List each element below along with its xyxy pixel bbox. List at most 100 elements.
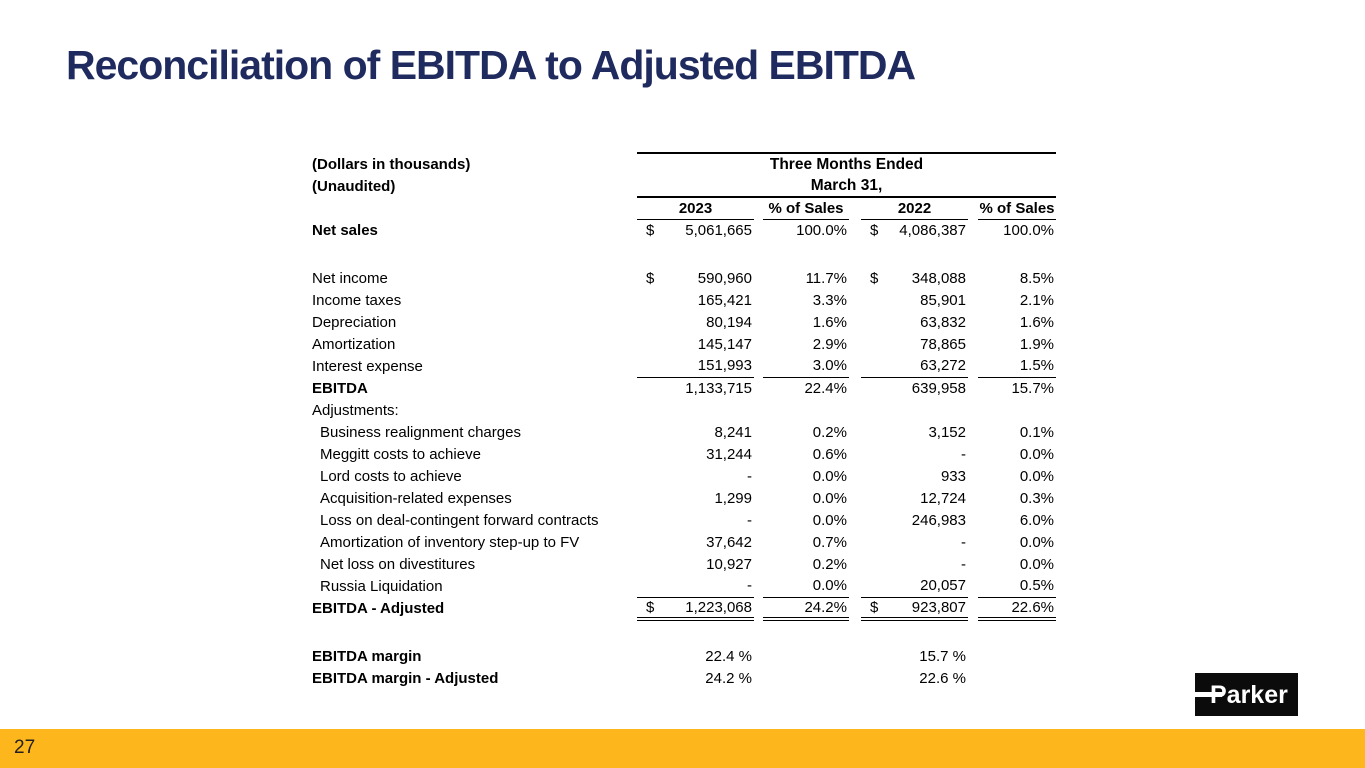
column-gap — [968, 377, 978, 399]
cell-val: 20,057 — [881, 575, 968, 598]
cell-cur — [861, 531, 881, 553]
table-row: Net income $590,960 11.7% $348,088 8.5% — [312, 267, 1056, 289]
column-gap — [754, 443, 763, 465]
column-gap — [849, 575, 861, 597]
cell-pct: 11.7% — [805, 269, 847, 287]
row-label: EBITDA margin - Adjusted — [312, 669, 499, 687]
row-label: Depreciation — [312, 313, 397, 331]
column-gap — [849, 421, 861, 443]
cell-val: 590,960 — [697, 269, 752, 287]
cell-pct: 0.0% — [812, 511, 847, 529]
column-gap — [849, 667, 861, 689]
spacer-row — [312, 619, 1056, 645]
cell-val — [881, 399, 968, 421]
cell-val: - — [747, 511, 752, 529]
cell-val: 246,983 — [911, 511, 966, 529]
row-label: EBITDA — [312, 379, 368, 397]
cell-pct — [978, 667, 1056, 689]
cell-val: 63,832 — [920, 313, 966, 331]
cell-pct: 24.2% — [763, 597, 849, 621]
column-gap — [849, 553, 861, 575]
table-note-2: (Unaudited) — [312, 177, 396, 195]
row-label: Adjustments: — [312, 401, 399, 419]
row-label: EBITDA margin — [312, 647, 422, 665]
column-gap — [968, 575, 978, 597]
column-gap — [968, 443, 978, 465]
column-gap — [849, 597, 861, 619]
cell-cur — [861, 667, 881, 689]
column-gap — [754, 289, 763, 311]
column-gap — [968, 597, 978, 619]
cell-cur — [861, 421, 881, 443]
cell-val: 4,086,387 — [899, 221, 966, 239]
column-gap — [754, 219, 763, 241]
column-gap — [754, 355, 763, 377]
cell-val: 165,421 — [697, 291, 752, 309]
cell-val: 1,223,068 — [657, 597, 754, 621]
cell-pct: 100.0% — [1003, 221, 1055, 239]
cell-pct: 2.9% — [812, 335, 847, 353]
column-gap — [968, 553, 978, 575]
table-row: Meggitt costs to achieve 31,244 0.6% - 0.0% — [312, 443, 1056, 465]
column-gap — [849, 443, 861, 465]
table-row: Lord costs to achieve - 0.0% 933 0.0% — [312, 465, 1056, 487]
cell-pct — [978, 399, 1056, 421]
cell-cur — [861, 645, 881, 667]
cell-pct: 0.1% — [1019, 423, 1055, 441]
cell-val: 923,807 — [881, 597, 968, 621]
cell-cur — [861, 553, 881, 575]
column-gap — [968, 311, 978, 333]
column-gap — [849, 219, 861, 241]
column-gap — [968, 197, 978, 219]
column-gap — [968, 421, 978, 443]
cell-pct: 22.6% — [978, 597, 1057, 621]
column-gap — [754, 465, 763, 487]
column-gap — [754, 333, 763, 355]
cell-pct: 100.0% — [796, 221, 847, 239]
row-label: Income taxes — [312, 291, 402, 309]
cell-val: 10,927 — [706, 555, 752, 573]
cell-pct: 6.0% — [1019, 511, 1055, 529]
cell-pct: 0.6% — [812, 445, 847, 463]
cell-val: 80,194 — [706, 313, 752, 331]
column-gap — [968, 219, 978, 241]
cell-cur — [637, 355, 657, 378]
cell-val: - — [747, 467, 752, 485]
row-label: Net sales — [312, 221, 378, 239]
column-gap — [754, 575, 763, 597]
cell-val: 145,147 — [697, 335, 752, 353]
period-header-line2: March 31, — [637, 175, 1057, 198]
cell-cur: $ — [870, 269, 879, 287]
row-label: Amortization — [312, 335, 396, 353]
table-row: Net sales $5,061,665 100.0% $4,086,387 100.0… — [312, 219, 1056, 241]
period-header-line1: Three Months Ended — [637, 152, 1057, 175]
cell-val: - — [657, 575, 754, 598]
column-header-2022: 2022 — [861, 197, 968, 220]
cell-cur — [637, 575, 657, 598]
cell-pct: 22.4% — [804, 379, 847, 397]
spacer-cell — [312, 241, 1056, 267]
cell-cur — [861, 465, 881, 487]
cell-cur — [861, 377, 881, 399]
cell-cur — [861, 333, 881, 355]
column-gap — [754, 421, 763, 443]
column-gap — [849, 465, 861, 487]
row-label: Amortization of inventory step-up to FV — [320, 533, 580, 551]
cell-val: 12,724 — [920, 489, 966, 507]
cell-pct: 3.3% — [812, 291, 847, 309]
row-label: Russia Liquidation — [320, 577, 443, 595]
column-gap — [754, 553, 763, 575]
cell-cur — [861, 443, 881, 465]
column-header-row: 2023 % of Sales 2022 % of Sales — [312, 197, 1057, 220]
column-gap — [968, 289, 978, 311]
logo-text: Parker — [1210, 681, 1288, 709]
column-gap — [849, 531, 861, 553]
column-gap — [754, 311, 763, 333]
cell-val: 151,993 — [657, 355, 754, 378]
cell-pct: 1.5% — [978, 355, 1057, 378]
parker-logo: Parker — [1195, 673, 1298, 716]
row-label: Net income — [312, 269, 388, 287]
cell-pct: 0.5% — [978, 575, 1057, 598]
cell-val: - — [961, 445, 966, 463]
column-gap — [754, 509, 763, 531]
